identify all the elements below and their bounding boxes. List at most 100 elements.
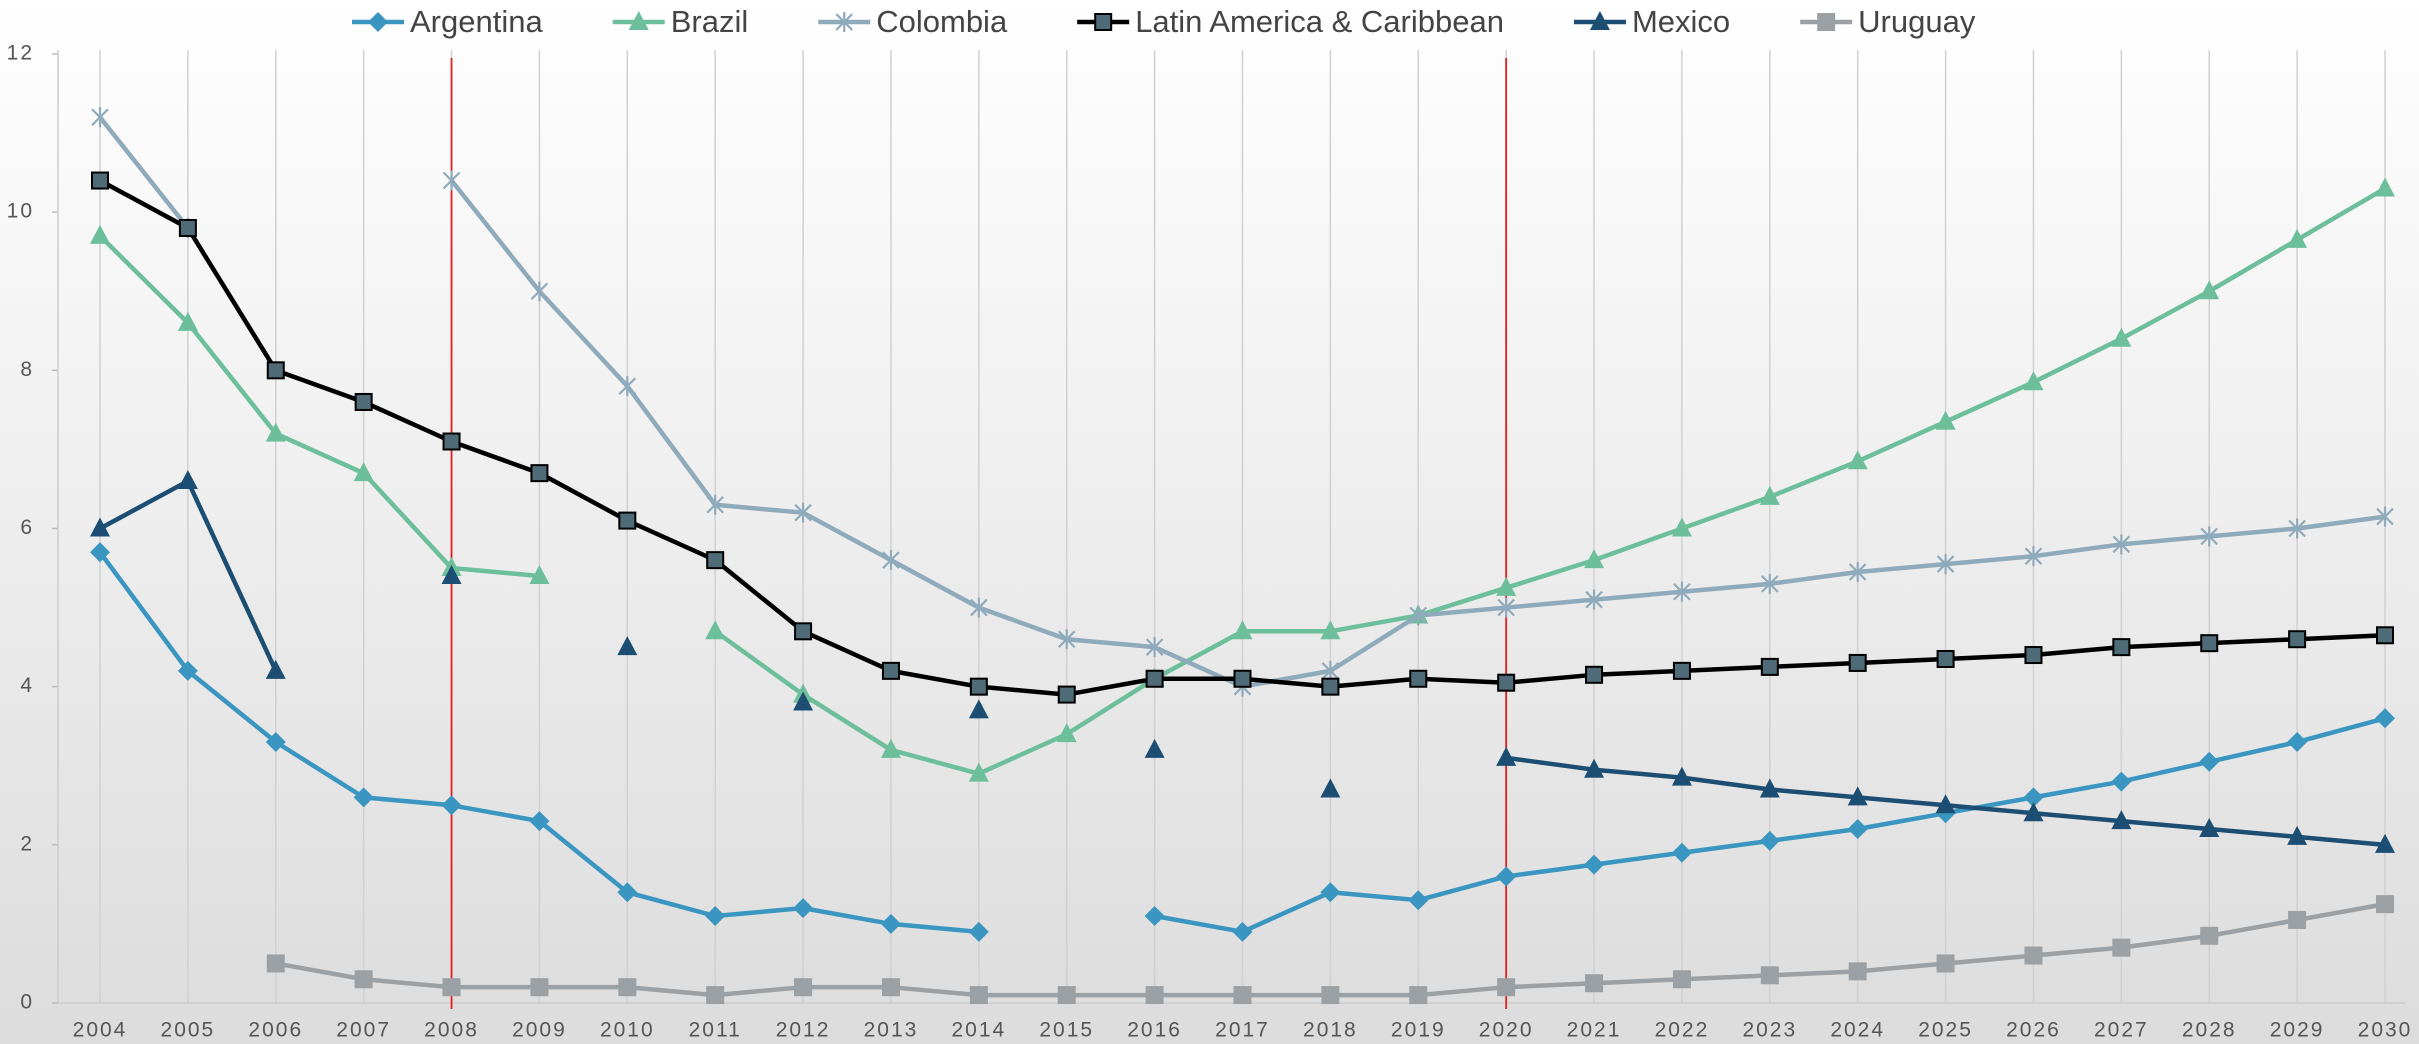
x-tick-label: 2025 bbox=[1918, 1019, 1973, 1042]
marker bbox=[354, 970, 373, 989]
series bbox=[90, 542, 2395, 942]
marker bbox=[2111, 771, 2132, 792]
marker bbox=[2199, 280, 2220, 300]
series bbox=[90, 177, 2395, 782]
x-tick-label: 2028 bbox=[2182, 1019, 2237, 1042]
marker bbox=[2111, 810, 2132, 830]
y-tick-label: 0 bbox=[20, 991, 34, 1014]
marker bbox=[794, 622, 813, 641]
x-tick-label: 2011 bbox=[689, 1019, 742, 1042]
marker bbox=[178, 218, 197, 237]
series bbox=[266, 895, 2394, 1005]
legend-label: Mexico bbox=[1632, 4, 1730, 39]
marker bbox=[1409, 986, 1428, 1005]
y-tick-label: 12 bbox=[7, 42, 34, 65]
marker bbox=[1585, 974, 1604, 993]
marker bbox=[1585, 665, 1604, 684]
marker bbox=[2111, 327, 2132, 347]
marker bbox=[2023, 787, 2044, 808]
marker bbox=[1408, 890, 1429, 911]
marker bbox=[529, 811, 550, 832]
x-tick-label: 2022 bbox=[1655, 1019, 1710, 1042]
marker bbox=[1056, 723, 1077, 743]
marker bbox=[1848, 962, 1867, 981]
x-tick-label: 2013 bbox=[864, 1019, 919, 1042]
marker bbox=[1589, 11, 1610, 30]
y-tick-label: 10 bbox=[7, 200, 34, 223]
marker bbox=[1057, 629, 1076, 650]
marker bbox=[1145, 986, 1164, 1005]
marker bbox=[2376, 895, 2394, 914]
marker bbox=[1584, 758, 1605, 778]
marker bbox=[266, 954, 285, 973]
x-tick-label: 2023 bbox=[1742, 1019, 1797, 1042]
marker bbox=[2288, 518, 2306, 539]
marker bbox=[2287, 825, 2308, 845]
marker bbox=[2375, 833, 2395, 853]
x-tick-label: 2027 bbox=[2094, 1019, 2149, 1042]
legend-label: Argentina bbox=[410, 4, 543, 39]
legend-label: Latin America & Caribbean bbox=[1135, 4, 1504, 39]
marker bbox=[968, 762, 989, 782]
marker bbox=[353, 462, 374, 482]
marker bbox=[2375, 177, 2395, 197]
marker bbox=[1584, 549, 1605, 569]
marker bbox=[1496, 576, 1517, 596]
marker bbox=[794, 502, 812, 523]
x-tick-label: 2006 bbox=[248, 1019, 303, 1042]
marker bbox=[880, 738, 901, 758]
marker bbox=[1671, 842, 1692, 863]
marker bbox=[1759, 830, 1780, 851]
marker bbox=[1847, 819, 1868, 840]
marker bbox=[2024, 546, 2043, 567]
marker bbox=[1320, 882, 1341, 903]
marker bbox=[1760, 966, 1779, 985]
marker bbox=[1057, 986, 1076, 1005]
marker bbox=[881, 661, 900, 680]
marker bbox=[881, 978, 900, 997]
marker bbox=[2024, 646, 2043, 665]
marker bbox=[617, 636, 638, 656]
marker bbox=[793, 691, 814, 711]
marker bbox=[177, 660, 198, 681]
marker bbox=[1848, 653, 1867, 672]
marker bbox=[1936, 554, 1955, 575]
marker bbox=[1585, 589, 1603, 610]
marker bbox=[1672, 970, 1691, 989]
marker bbox=[1144, 738, 1165, 758]
x-tick-label: 2019 bbox=[1391, 1019, 1446, 1042]
marker bbox=[2376, 506, 2394, 527]
marker bbox=[968, 699, 989, 719]
x-tick-label: 2005 bbox=[161, 1019, 216, 1042]
marker bbox=[1672, 661, 1691, 680]
x-tick-label: 2024 bbox=[1830, 1019, 1885, 1042]
legend-item: Latin America & Caribbean bbox=[1077, 4, 1504, 39]
marker bbox=[705, 906, 726, 927]
legend-label: Colombia bbox=[876, 4, 1008, 39]
x-tick-label: 2030 bbox=[2358, 1019, 2413, 1042]
marker bbox=[617, 882, 638, 903]
marker bbox=[2199, 818, 2220, 838]
marker bbox=[2288, 630, 2307, 649]
marker bbox=[265, 732, 286, 753]
marker bbox=[1144, 906, 1165, 927]
marker bbox=[530, 281, 549, 302]
x-tick-label: 2008 bbox=[424, 1019, 479, 1042]
marker bbox=[368, 12, 388, 32]
series bbox=[91, 171, 2394, 704]
marker bbox=[835, 12, 854, 32]
marker bbox=[2024, 946, 2043, 965]
x-tick-label: 2012 bbox=[776, 1019, 831, 1042]
x-tick-label: 2020 bbox=[1479, 1019, 1534, 1042]
marker bbox=[1847, 450, 1868, 470]
marker bbox=[1497, 597, 1515, 618]
marker bbox=[2023, 371, 2044, 391]
x-tick-label: 2010 bbox=[600, 1019, 655, 1042]
marker bbox=[1496, 866, 1517, 887]
x-tick-label: 2018 bbox=[1303, 1019, 1358, 1042]
marker bbox=[1409, 605, 1428, 626]
line bbox=[98, 186, 2387, 776]
marker bbox=[91, 107, 109, 128]
x-tick-label: 2009 bbox=[512, 1019, 567, 1042]
marker bbox=[2112, 938, 2131, 957]
